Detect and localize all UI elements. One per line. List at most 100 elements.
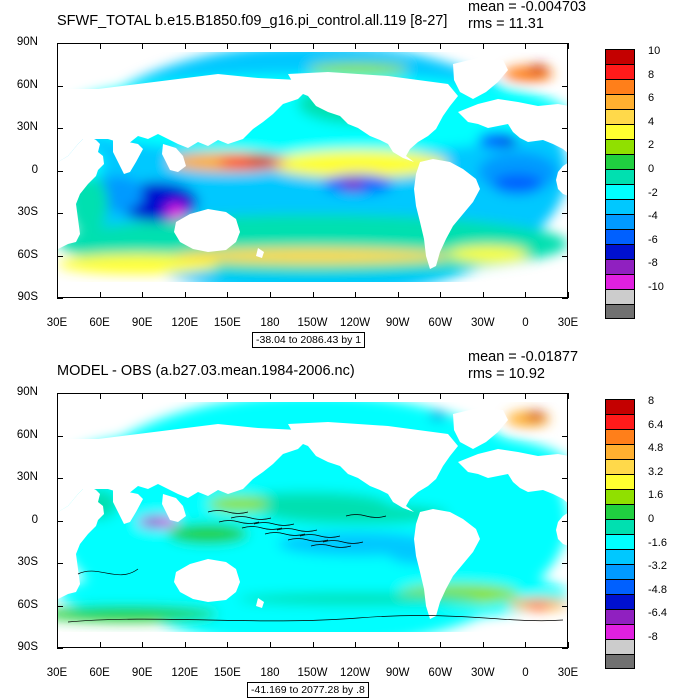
longitude-label: 180 (260, 317, 280, 329)
lat-tick (57, 298, 63, 299)
lat-tick (57, 213, 63, 214)
colorbar-label: -8 (648, 257, 658, 270)
field-blob (143, 518, 163, 526)
land-seasia (162, 494, 186, 522)
colorbar-label: 8 (648, 395, 655, 407)
lat-tick (562, 255, 568, 257)
colorbar-swatch (605, 244, 635, 259)
lon-tick (355, 393, 357, 399)
latitude-label: 30S (17, 206, 38, 218)
latitude-label: 90S (17, 641, 38, 653)
lon-tick (440, 393, 442, 399)
longitude-label: 30E (557, 667, 579, 679)
land-eurasia (58, 74, 308, 162)
field-blob (208, 496, 268, 512)
lon-tick (57, 393, 58, 399)
longitude-label: 60E (89, 667, 110, 679)
latitude-label: 60S (17, 598, 38, 611)
longitude-label: 30E (46, 317, 68, 329)
map-plot (57, 43, 568, 298)
longitude-label: 0 (522, 317, 529, 329)
colorbar-label: -8 (648, 631, 658, 643)
colorbar-swatch (605, 474, 635, 489)
field-blob (58, 606, 218, 622)
contour-line (230, 516, 272, 520)
colorbar-swatch (605, 199, 635, 214)
lon-tick (397, 393, 399, 399)
lon-tick (525, 292, 527, 298)
field-blob (528, 65, 548, 73)
longitude-label: 60E (89, 317, 110, 329)
longitude-label: 120E (171, 317, 199, 329)
map-title: SFWF_TOTAL b.e15.B1850.f09_g16.pi_contro… (57, 13, 448, 29)
colorbar (605, 49, 635, 319)
lat-tick (57, 393, 63, 394)
latitude-label: 90N (16, 36, 38, 48)
land-nz (256, 248, 264, 258)
longitude-label: 90W (385, 667, 410, 679)
lat-tick (562, 648, 568, 649)
contour-line (77, 568, 139, 576)
lat-tick (57, 478, 63, 479)
map-title: MODEL - OBS (a.b27.03.mean.1984-2006.nc) (57, 363, 355, 379)
lat-tick (57, 170, 63, 172)
colorbar-swatch (605, 519, 635, 534)
lon-tick (312, 43, 314, 49)
longitude-label: 90W (385, 317, 410, 329)
lon-tick (227, 292, 229, 298)
contour-line (67, 615, 564, 623)
contour-line (207, 510, 249, 514)
lat-tick (57, 43, 63, 44)
lon-tick (525, 642, 527, 648)
mean-value: mean = -0.01877 (468, 349, 579, 365)
latitude-label: 90N (16, 386, 38, 398)
lon-tick (312, 642, 314, 648)
lat-tick (57, 128, 63, 129)
colorbar-label: 6 (648, 92, 655, 105)
lat-tick (562, 435, 568, 437)
lon-tick (184, 642, 186, 648)
colorbar-label: -2 (648, 186, 658, 199)
contour-line (264, 532, 306, 536)
lon-tick (568, 393, 569, 399)
land-northAmerica (288, 72, 458, 162)
contour-lines (67, 510, 564, 623)
latitude-label: 60N (16, 78, 38, 91)
contour-line (299, 534, 341, 538)
mean-value: mean = -0.004703 (468, 0, 587, 15)
colorbar-label: 2 (648, 139, 655, 152)
lon-tick (227, 393, 229, 399)
latitude-label: 60N (16, 428, 38, 441)
colorbar-swatch (605, 579, 635, 594)
lat-tick (562, 393, 568, 394)
longitude-label: 150W (297, 667, 328, 679)
longitude-label: 0 (522, 667, 529, 679)
colorbar-swatch (605, 549, 635, 564)
lat-tick (562, 85, 568, 87)
colorbar-swatch (605, 274, 635, 289)
colorbar-swatch (605, 49, 635, 64)
colorbar-label: -10 (648, 281, 664, 293)
field-blob (238, 593, 478, 605)
colorbar-swatch (605, 504, 635, 519)
land-africa (58, 136, 104, 249)
lon-tick (99, 642, 101, 648)
lon-tick (57, 43, 58, 49)
lon-tick (99, 393, 101, 399)
lat-tick (57, 85, 63, 87)
land-seasia (162, 144, 186, 172)
lon-tick (57, 292, 58, 298)
rms-value: rms = 10.92 (468, 366, 545, 382)
lon-tick (227, 642, 229, 648)
contour-line (345, 514, 387, 518)
longitude-label: 30E (46, 667, 68, 679)
lat-tick (57, 563, 63, 564)
lon-tick (440, 642, 442, 648)
lon-tick (312, 292, 314, 298)
colorbar-label: 8 (648, 68, 655, 81)
longitude-label: 30E (557, 317, 579, 329)
colorbar-swatch (605, 259, 635, 274)
field-blob (500, 138, 516, 146)
contour-info: -41.169 to 2077.28 by .8 (247, 682, 369, 698)
colorbar-swatch (605, 594, 635, 609)
